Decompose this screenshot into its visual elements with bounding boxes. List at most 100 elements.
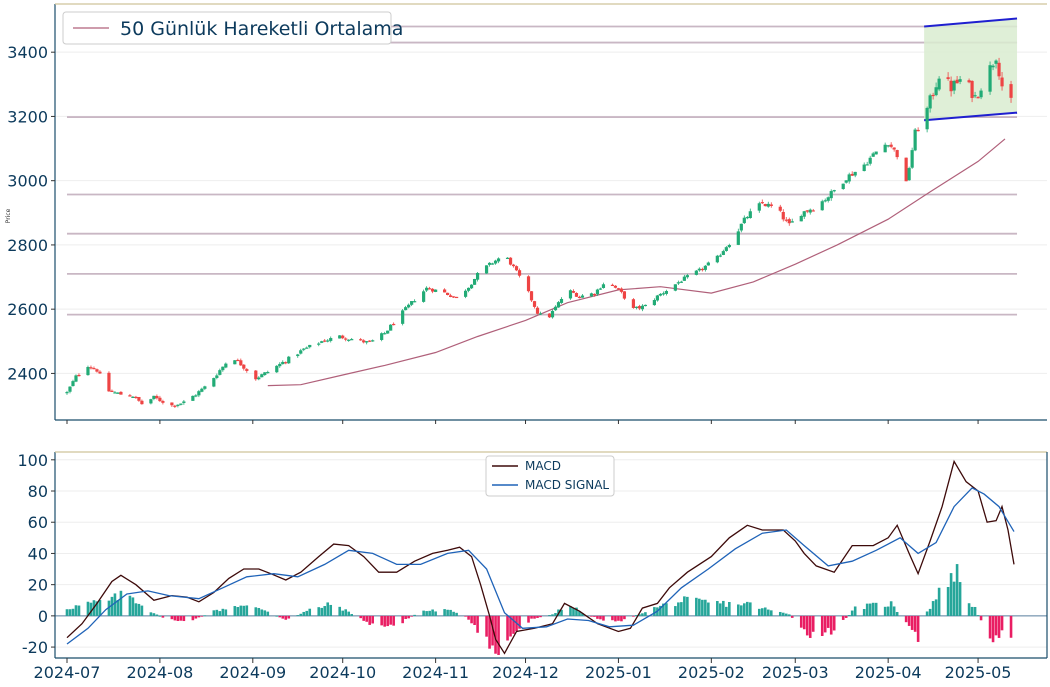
date-tick-label: 2025-01 [585,663,652,682]
candle-body [197,391,201,396]
candle-body [508,257,513,265]
macd-histogram-bar [910,615,914,630]
candle-body [556,302,561,308]
candle-body [71,381,75,387]
macd-histogram-bar [380,615,383,626]
candle-body [338,335,342,339]
candle-body [808,209,812,213]
macd-histogram-bar [617,615,620,621]
candle-body [407,304,411,308]
macd-histogram-bar [512,615,515,634]
macd-histogram-bar [997,615,1001,638]
candle-body [263,372,267,375]
macd-histogram-bar [737,604,740,616]
candle-body [254,370,258,380]
macd-signal-line [66,487,1015,645]
macd-histogram [65,564,1013,655]
macd-histogram-bar [707,602,710,616]
macd-histogram-bar [329,604,333,616]
candle-body [161,400,165,403]
macd-histogram-bar [305,610,309,616]
macd-histogram-bar [787,614,791,616]
candle-body [892,147,896,150]
candle-body [89,367,93,369]
macd-histogram-bar [113,593,117,616]
macd-histogram-bar [134,603,138,616]
candle-body [511,264,516,267]
macd-histogram-bar [530,615,533,619]
candle-body [868,157,872,164]
candle-body [736,231,740,245]
date-tick-label: 2024-09 [219,663,286,682]
candle-body [308,344,312,348]
candle-body [841,183,845,190]
candle-body [463,290,468,297]
candle-body [589,293,594,297]
macd-tick-label: 100 [17,451,48,470]
channel-fill [924,18,1018,121]
candle-body [706,262,710,266]
macd-histogram-bar [179,615,183,621]
candle-body [904,157,908,182]
macd-histogram-bar [203,615,207,617]
macd-histogram-bar [302,611,306,616]
macd-histogram-bar [287,615,291,619]
candle-body [443,289,447,293]
candle-body [925,107,929,130]
candle-body [766,203,770,207]
macd-histogram-bar [506,615,509,641]
macd-histogram-bar [683,596,686,616]
candle-body [664,291,668,294]
macd-histogram-bar [119,590,123,616]
candle-body [601,284,606,288]
candle-body [829,191,833,199]
macd-histogram-bar [871,602,875,616]
candle-body [218,370,222,375]
candle-body [721,251,725,255]
macd-histogram-bar [973,606,977,616]
macd-histogram-bar [931,601,935,616]
macd-histogram-bar [128,595,132,616]
macd-histogram-bar [368,615,371,625]
candle-body [113,392,117,394]
macd-histogram-bar [967,603,971,616]
macd-histogram-bar [763,607,767,616]
macd-histogram-bar [371,615,374,624]
macd-histogram-bar [257,608,261,616]
macd-histogram-bar [1009,615,1013,638]
price-tick-label: 3200 [7,107,48,126]
candle-body [760,202,764,204]
macd-line [66,459,1015,655]
macd-histogram-bar [422,610,425,616]
candle-body [365,341,369,343]
macd-histogram-bar [937,587,941,616]
candle-body [236,359,240,362]
macd-histogram-bar [916,615,920,642]
candle-body [658,293,662,296]
candle-body [799,216,803,222]
macd-histogram-bar [509,615,512,637]
candle-body [934,87,938,96]
macd-histogram-bar [389,615,392,625]
candle-body [194,395,198,397]
macd-histogram-bar [308,608,312,616]
macd-histogram-bar [110,596,114,616]
macd-histogram-bar [152,613,156,616]
macd-histogram-bar [350,614,354,616]
macd-histogram-bar [892,606,896,616]
candle-body [472,278,477,285]
macd-histogram-bar [614,615,617,622]
macd-histogram-bar [212,610,216,616]
macd-histogram-bar [994,615,998,636]
candle-body [577,296,582,299]
candle-body [913,129,917,151]
macd-histogram-bar [74,605,78,616]
candle-body [158,397,162,402]
macd-histogram-bar [386,615,389,627]
macd-histogram-bar [245,605,249,616]
candle-body [401,310,405,324]
macd-histogram-bar [725,606,728,616]
macd-histogram-bar [641,613,644,616]
candle-body [487,262,492,265]
